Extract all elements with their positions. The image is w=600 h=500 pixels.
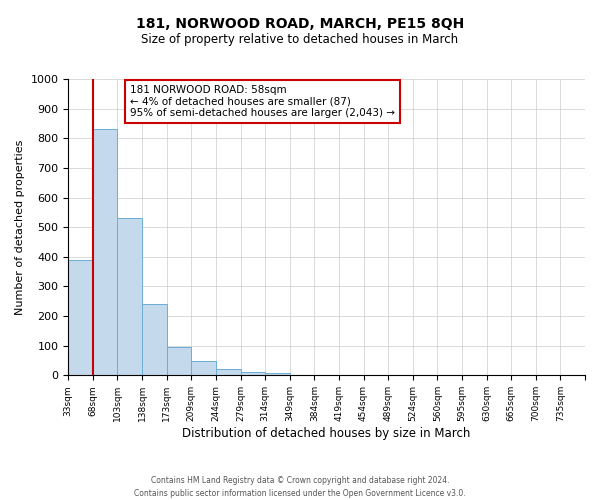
Bar [265, 373, 290, 376]
Y-axis label: Number of detached properties: Number of detached properties [15, 140, 25, 315]
Bar [241, 372, 265, 376]
Bar [167, 347, 191, 376]
Text: 181, NORWOOD ROAD, MARCH, PE15 8QH: 181, NORWOOD ROAD, MARCH, PE15 8QH [136, 18, 464, 32]
Bar [68, 260, 93, 376]
Bar [93, 130, 118, 376]
X-axis label: Distribution of detached houses by size in March: Distribution of detached houses by size … [182, 427, 471, 440]
Text: Contains HM Land Registry data © Crown copyright and database right 2024.
Contai: Contains HM Land Registry data © Crown c… [134, 476, 466, 498]
Text: 181 NORWOOD ROAD: 58sqm
← 4% of detached houses are smaller (87)
95% of semi-det: 181 NORWOOD ROAD: 58sqm ← 4% of detached… [130, 85, 395, 118]
Bar [142, 304, 167, 376]
Bar [191, 360, 216, 376]
Bar [118, 218, 142, 376]
Text: Size of property relative to detached houses in March: Size of property relative to detached ho… [142, 32, 458, 46]
Bar [216, 370, 241, 376]
